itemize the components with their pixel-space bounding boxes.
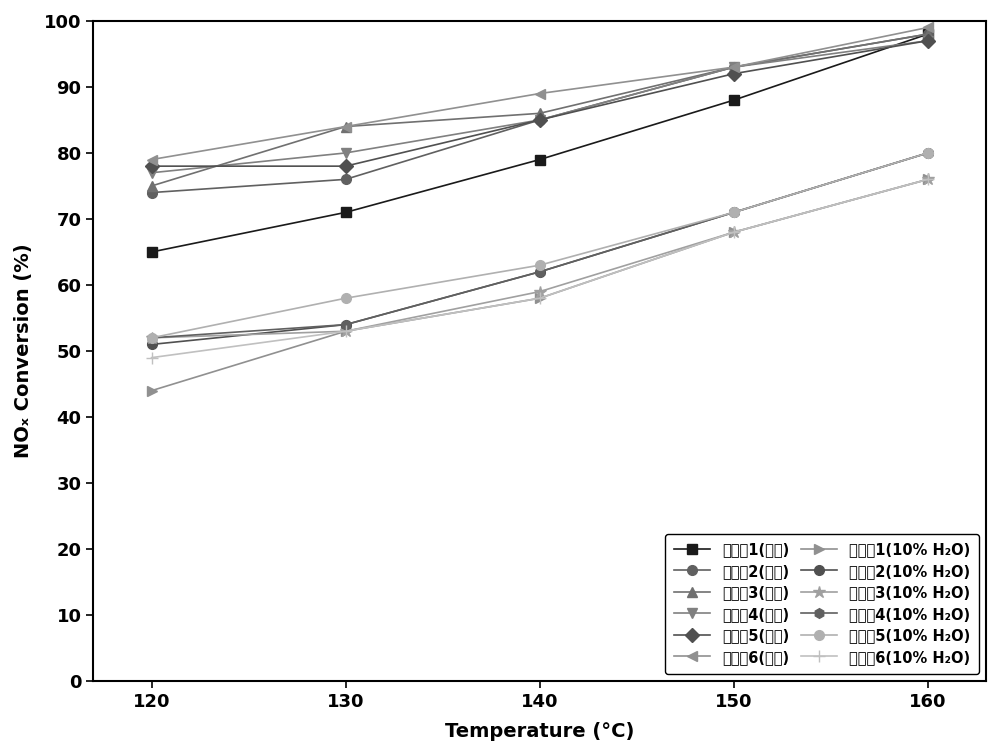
Line: 实施例6(无水): 实施例6(无水) xyxy=(147,23,933,165)
Line: 实施例1(无水): 实施例1(无水) xyxy=(147,29,933,257)
实施例1(10% H₂O) xyxy=(340,327,352,336)
实施例1(无水) xyxy=(728,96,740,105)
实施例4(10% H₂O) xyxy=(728,208,740,217)
实施例4(无水) xyxy=(922,36,934,45)
实施例6(10% H₂O) xyxy=(728,228,740,237)
实施例4(10% H₂O) xyxy=(922,149,934,158)
实施例3(无水) xyxy=(728,63,740,72)
实施例6(10% H₂O) xyxy=(922,175,934,184)
实施例3(无水) xyxy=(146,181,158,190)
实施例2(10% H₂O) xyxy=(146,340,158,349)
实施例5(无水) xyxy=(340,162,352,171)
实施例2(无水) xyxy=(534,116,546,125)
实施例4(无水) xyxy=(340,149,352,158)
实施例3(10% H₂O) xyxy=(146,333,158,342)
实施例5(10% H₂O) xyxy=(728,208,740,217)
实施例6(无水) xyxy=(340,122,352,131)
实施例1(无水) xyxy=(340,208,352,217)
实施例2(无水) xyxy=(146,188,158,197)
实施例6(10% H₂O) xyxy=(146,353,158,362)
实施例3(10% H₂O) xyxy=(340,327,352,336)
实施例4(10% H₂O) xyxy=(534,267,546,276)
实施例5(10% H₂O) xyxy=(340,294,352,303)
Line: 实施例3(无水): 实施例3(无水) xyxy=(147,29,933,191)
实施例2(无水) xyxy=(728,63,740,72)
实施例4(10% H₂O) xyxy=(146,333,158,342)
Line: 实施例3(10% H₂O): 实施例3(10% H₂O) xyxy=(145,173,934,344)
实施例5(10% H₂O) xyxy=(534,260,546,270)
实施例1(10% H₂O) xyxy=(534,294,546,303)
实施例2(10% H₂O) xyxy=(340,320,352,329)
Line: 实施例2(10% H₂O): 实施例2(10% H₂O) xyxy=(147,148,933,350)
Line: 实施例1(10% H₂O): 实施例1(10% H₂O) xyxy=(147,174,933,396)
实施例6(10% H₂O) xyxy=(340,327,352,336)
实施例5(10% H₂O) xyxy=(922,149,934,158)
实施例1(10% H₂O) xyxy=(922,175,934,184)
实施例3(无水) xyxy=(534,109,546,118)
实施例6(10% H₂O) xyxy=(534,294,546,303)
实施例1(无水) xyxy=(146,248,158,257)
实施例5(10% H₂O) xyxy=(146,333,158,342)
实施例3(10% H₂O) xyxy=(922,175,934,184)
实施例3(10% H₂O) xyxy=(728,228,740,237)
实施例4(无水) xyxy=(146,168,158,177)
Line: 实施例5(10% H₂O): 实施例5(10% H₂O) xyxy=(147,148,933,343)
实施例2(无水) xyxy=(340,175,352,184)
实施例6(无水) xyxy=(922,23,934,32)
实施例5(无水) xyxy=(922,36,934,45)
实施例1(无水) xyxy=(534,155,546,164)
实施例1(10% H₂O) xyxy=(146,386,158,395)
实施例2(无水) xyxy=(922,29,934,39)
Line: 实施例4(10% H₂O): 实施例4(10% H₂O) xyxy=(147,148,933,343)
实施例2(10% H₂O) xyxy=(922,149,934,158)
实施例2(10% H₂O) xyxy=(728,208,740,217)
Line: 实施例4(无水): 实施例4(无水) xyxy=(147,35,933,177)
Line: 实施例5(无水): 实施例5(无水) xyxy=(147,35,933,171)
Y-axis label: NOₓ Conversion (%): NOₓ Conversion (%) xyxy=(14,244,33,458)
实施例6(无水) xyxy=(728,63,740,72)
实施例3(无水) xyxy=(922,29,934,39)
X-axis label: Temperature (°C): Temperature (°C) xyxy=(445,722,634,741)
实施例4(10% H₂O) xyxy=(340,320,352,329)
实施例1(无水) xyxy=(922,29,934,39)
Line: 实施例2(无水): 实施例2(无水) xyxy=(147,29,933,197)
实施例3(10% H₂O) xyxy=(534,287,546,296)
Line: 实施例6(10% H₂O): 实施例6(10% H₂O) xyxy=(145,173,934,364)
实施例4(无水) xyxy=(534,116,546,125)
实施例5(无水) xyxy=(728,69,740,79)
实施例3(无水) xyxy=(340,122,352,131)
实施例1(10% H₂O) xyxy=(728,228,740,237)
实施例2(10% H₂O) xyxy=(534,267,546,276)
实施例5(无水) xyxy=(146,162,158,171)
Legend: 实施例1(无水), 实施例2(无水), 实施例3(无水), 实施例4(无水), 实施例5(无水), 实施例6(无水), 实施例1(10% H₂O), 实施例2(: 实施例1(无水), 实施例2(无水), 实施例3(无水), 实施例4(无水), … xyxy=(665,534,979,674)
实施例6(无水) xyxy=(146,155,158,164)
实施例6(无水) xyxy=(534,89,546,98)
实施例5(无水) xyxy=(534,116,546,125)
实施例4(无水) xyxy=(728,63,740,72)
